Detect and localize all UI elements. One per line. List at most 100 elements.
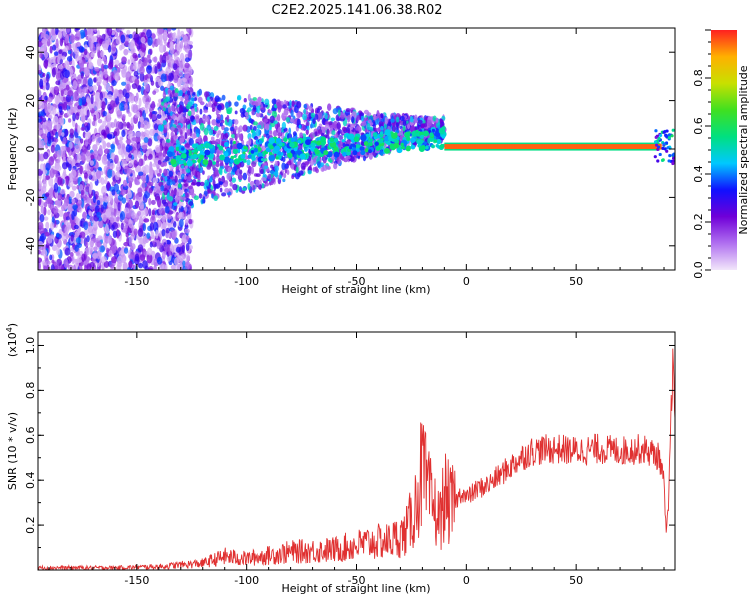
spectrogram-cell [188, 201, 194, 206]
spectrogram-cell [140, 131, 145, 140]
spectrogram-cell [256, 105, 260, 114]
spectrogram-cell [65, 216, 70, 221]
spectrogram-cell [221, 192, 227, 197]
spectrogram-cell [296, 101, 302, 109]
spectrogram-cell [85, 241, 89, 248]
spectrogram-cell [368, 119, 372, 124]
spectrogram-cell [128, 130, 134, 137]
spectrogram-cell [269, 181, 274, 186]
spectrogram-cell [143, 218, 150, 223]
spectrogram-cell [46, 73, 50, 83]
spectrogram-cell [49, 168, 55, 179]
spectrogram-cell [349, 123, 356, 128]
spectrogram-cell [544, 143, 548, 150]
spectrogram-cell [274, 123, 279, 130]
spectrogram-cell [154, 65, 158, 75]
spectrogram-cell [318, 111, 323, 120]
spectrogram-cell [70, 234, 74, 242]
spectrogram-cell [43, 265, 47, 270]
spectrogram-cell [329, 137, 335, 143]
spectrogram-cell [274, 145, 281, 152]
spectrogram-cell [126, 109, 131, 114]
spectrogram-cell [479, 143, 483, 150]
spectrogram-cell [463, 143, 467, 150]
spectrogram-cell [165, 138, 171, 143]
spectrogram-cell [602, 143, 606, 150]
spectrogram-cell [89, 204, 95, 210]
spectrogram-cell [106, 160, 111, 167]
spectrogram-cell [130, 48, 135, 55]
spectrogram-cell [467, 143, 471, 150]
spectrogram-cell [193, 195, 199, 201]
spectrogram-cell [281, 162, 286, 171]
spectrogram-cell [268, 130, 273, 135]
spectrogram-cell [384, 117, 388, 125]
spectrogram-cell [277, 151, 282, 156]
spectrogram-cell [55, 131, 59, 139]
spectrogram-cell [134, 180, 141, 186]
spectrogram-cell [48, 156, 55, 166]
spectrogram-cell [593, 143, 597, 150]
spectrogram-cell [42, 174, 46, 181]
spectrogram-cell [115, 216, 120, 222]
spectrogram-cell [572, 143, 576, 150]
spectrogram-cell [271, 98, 277, 105]
spectrogram-cell [65, 84, 70, 91]
spectrogram-cell [196, 181, 201, 187]
spectrogram-cell [413, 131, 417, 135]
spectrogram-cell [161, 139, 166, 147]
spectrogram-cell [379, 131, 384, 135]
spectrogram-cell [404, 131, 411, 138]
spectrogram-cell [169, 243, 174, 252]
spectrogram-cell [314, 149, 320, 155]
spectrogram-cell [274, 165, 279, 172]
spectrogram-cell [191, 149, 195, 153]
spectrogram-cell [178, 77, 182, 87]
spectrogram-cell [147, 181, 154, 186]
spectrogram-cell [533, 143, 537, 150]
spectrogram-cell [336, 107, 342, 112]
spectrogram-cell [208, 177, 212, 183]
spectrogram-cell [38, 261, 41, 270]
spectrogram-cell [59, 37, 64, 47]
spectrogram-cell [76, 78, 82, 85]
spectrogram-cell [59, 117, 65, 126]
spectrogram-cell [182, 260, 186, 268]
spectrogram-cell [172, 31, 177, 42]
spectrogram-cell [66, 56, 73, 62]
spectrogram-cell [120, 68, 127, 75]
spectrogram-cell [95, 43, 101, 52]
spectrogram-cell [151, 150, 156, 161]
spectrogram-cell [215, 160, 220, 168]
spectrogram-cell [115, 138, 119, 146]
spectrogram-cell [139, 66, 145, 75]
spectrogram-cell [186, 129, 191, 136]
spectrogram-cell [57, 192, 62, 201]
spectrogram-cell [134, 217, 138, 222]
spectrogram-cell [333, 137, 339, 143]
spectrogram-cell [187, 185, 193, 190]
spectrogram-cell [51, 44, 57, 51]
spectrogram-cell [219, 122, 223, 127]
spectrogram-cell [73, 48, 80, 55]
spectrogram-cell [184, 219, 189, 226]
spectrogram-cell [47, 136, 52, 145]
spectrogram-cell [211, 193, 214, 199]
spectrogram-cell [61, 162, 68, 170]
spectrogram-cell [85, 151, 91, 157]
spectrogram-cell [261, 158, 265, 162]
spectrogram-cell [281, 113, 286, 120]
spectrogram-cell [172, 221, 177, 228]
spectrogram-cell [242, 187, 247, 191]
spectrogram-cell [68, 118, 72, 123]
spectrogram-cell [164, 205, 170, 214]
spectrogram-cell [112, 230, 118, 239]
spectrogram-cell [347, 127, 351, 134]
spectrogram-cell [420, 145, 426, 150]
spectrogram-cell [549, 143, 553, 150]
spectrogram-cell [639, 143, 643, 150]
spectrogram-cell [186, 28, 191, 33]
spectrogram-cell [651, 143, 655, 150]
spectrogram-cell [199, 122, 205, 131]
spectrogram-cell [68, 196, 73, 204]
